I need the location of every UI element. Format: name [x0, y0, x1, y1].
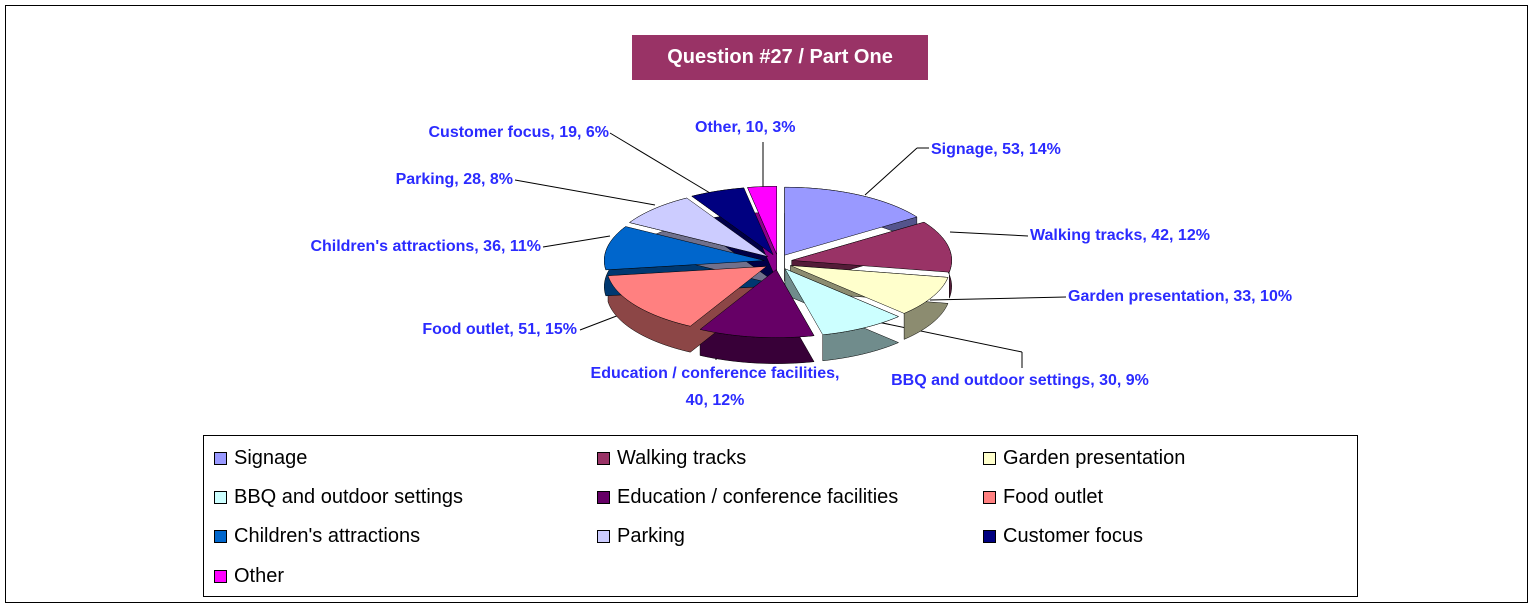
legend-swatch — [597, 529, 610, 543]
legend-item: Walking tracks — [597, 444, 746, 472]
legend-label: Food outlet — [1003, 485, 1104, 508]
legend-swatch — [983, 451, 996, 465]
data-label: Parking, 28, 8% — [395, 171, 513, 188]
legend-item: Signage — [214, 444, 307, 472]
legend-label: Other — [234, 564, 285, 587]
legend-label: BBQ and outdoor settings — [234, 485, 464, 508]
legend: Signage Walking tracks Garden presentation… — [203, 435, 1358, 597]
legend-swatch — [214, 451, 227, 465]
legend-label: Parking — [617, 524, 685, 547]
legend-swatch — [214, 490, 227, 504]
data-label: Education / conference facilities, 40, 1… — [590, 365, 840, 409]
legend-label: Garden presentation — [1003, 446, 1186, 469]
slice — [790, 265, 949, 314]
slice — [699, 269, 815, 338]
chart-frame — [5, 5, 1528, 603]
data-label: Garden presentation, 33, 10% — [1068, 288, 1293, 305]
data-label: Customer focus, 19, 6% — [428, 124, 610, 141]
legend-label: Walking tracks — [617, 446, 747, 469]
legend-item: Parking — [597, 522, 685, 550]
legend-swatch — [597, 451, 610, 465]
slice — [607, 266, 768, 327]
legend-swatch — [983, 490, 996, 504]
leader-line — [609, 132, 711, 194]
data-label: Walking tracks, 42, 12% — [1030, 227, 1210, 244]
legend-item: Garden presentation — [983, 444, 1185, 472]
slice — [747, 186, 777, 255]
slice — [791, 221, 952, 273]
legend-swatch — [597, 490, 610, 504]
legend-item: Customer focus — [983, 522, 1143, 550]
slice — [784, 186, 918, 256]
leader-line — [864, 147, 918, 196]
slice — [691, 187, 774, 256]
legend-label: Education / conference facilities — [617, 485, 899, 508]
pie-tops — [604, 186, 952, 338]
slice — [628, 197, 769, 257]
legend-swatch — [214, 569, 227, 583]
data-label: Signage, 53, 14% — [931, 141, 1061, 158]
legend-item: Other — [214, 562, 284, 590]
chart-title: Question #27 / Part One — [632, 35, 928, 80]
leader-line — [949, 231, 1029, 237]
legend-label: Customer focus — [1003, 524, 1144, 547]
legend-item: Food outlet — [983, 483, 1103, 511]
data-label: Children's attractions, 36, 11% — [310, 238, 541, 255]
slice — [784, 268, 900, 336]
slice — [604, 226, 765, 271]
leader-line — [542, 235, 611, 248]
data-label: Food outlet, 51, 15% — [422, 321, 577, 338]
legend-item: BBQ and outdoor settings — [214, 483, 463, 511]
legend-label: Signage — [234, 446, 308, 469]
data-label: Other, 10, 3% — [695, 119, 796, 136]
leader-line — [867, 319, 1023, 353]
legend-swatch — [214, 529, 227, 543]
legend-swatch — [983, 529, 996, 543]
legend-label: Children's attractions — [234, 524, 421, 547]
legend-item: Children's attractions — [214, 522, 420, 550]
leader-line — [929, 296, 1067, 301]
legend-item: Education / conference facilities — [597, 483, 898, 511]
data-label: BBQ and outdoor settings, 30, 9% — [891, 372, 1149, 389]
leader-line — [514, 179, 656, 206]
